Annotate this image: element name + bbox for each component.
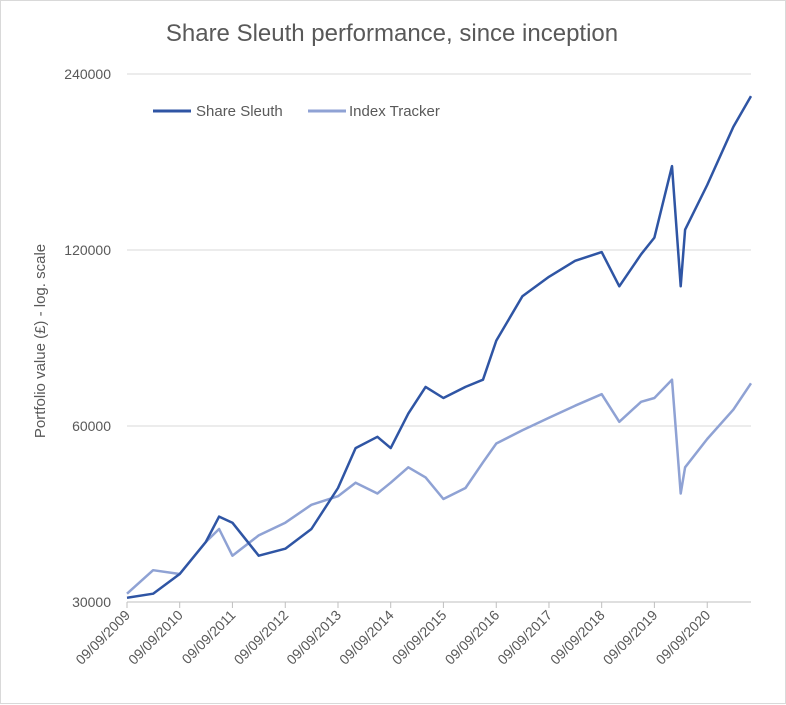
series-line-index-tracker xyxy=(126,378,753,595)
legend-label-share-sleuth: Share Sleuth xyxy=(196,103,283,120)
series-lines xyxy=(126,95,753,600)
x-tick-label: 09/09/2015 xyxy=(389,607,450,668)
x-tick-label: 09/09/2020 xyxy=(652,607,713,668)
y-tick-label: 60000 xyxy=(72,418,111,434)
x-tick-label: 09/09/2014 xyxy=(336,607,397,668)
y-tick-label: 30000 xyxy=(72,594,111,610)
x-tick-label: 09/09/2018 xyxy=(547,607,608,668)
gridlines xyxy=(127,73,751,603)
y-axis-ticks: 30000 60000 120000 240000 xyxy=(64,66,111,610)
y-axis-label: Portfolio value (£) - log. scale xyxy=(32,244,49,438)
y-tick-label: 120000 xyxy=(64,242,111,258)
chart-title: Share Sleuth performance, since inceptio… xyxy=(166,20,618,47)
x-tick-label: 09/09/2016 xyxy=(442,607,503,668)
x-tick-label: 09/09/2012 xyxy=(231,607,292,668)
x-tick-label: 09/09/2010 xyxy=(125,607,186,668)
x-tick-label: 09/09/2009 xyxy=(72,607,133,668)
x-tick-label: 09/09/2011 xyxy=(178,607,238,667)
x-tick-label: 09/09/2013 xyxy=(283,607,344,668)
legend: Share Sleuth Index Tracker xyxy=(153,103,440,120)
legend-label-index-tracker: Index Tracker xyxy=(349,103,440,120)
x-tick-label: 09/09/2017 xyxy=(494,607,555,668)
series-line-share-sleuth xyxy=(126,95,753,600)
x-tick-label: 09/09/2019 xyxy=(600,607,661,668)
x-axis-ticks: 09/09/200909/09/201009/09/201109/09/2012… xyxy=(72,601,751,668)
y-tick-label: 240000 xyxy=(64,66,111,82)
